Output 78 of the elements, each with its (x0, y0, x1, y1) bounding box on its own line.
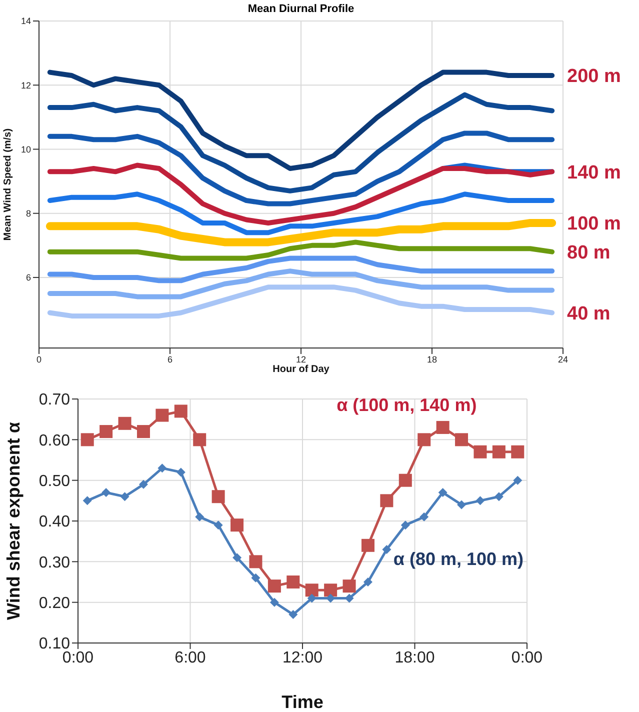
point (305, 584, 318, 597)
x-tick-label: 6:00 (174, 649, 206, 666)
point (158, 464, 167, 473)
point (270, 598, 279, 607)
y-tick-label: 0.60 (38, 432, 70, 450)
point (382, 544, 392, 554)
series-label: α (80 m, 100 m) (393, 549, 524, 570)
y-axis-title: Mean Wind Speed (m/s) (2, 128, 14, 241)
point (193, 433, 206, 446)
point (420, 512, 429, 522)
x-axis-title: Hour of Day (272, 364, 330, 375)
x-tick-label: 0:00 (62, 649, 94, 666)
point (476, 496, 485, 506)
series-label: 80 m (567, 242, 610, 264)
point (455, 433, 468, 446)
point (118, 416, 132, 430)
point (511, 445, 524, 458)
x-tick-label: 24 (558, 354, 568, 364)
point (342, 580, 356, 593)
point (494, 492, 504, 502)
point (251, 573, 260, 582)
y-axis-title: Wind shear exponent α (3, 422, 24, 620)
point (324, 584, 338, 597)
x-tick-label: 0 (36, 354, 42, 364)
x-tick-label: 0:00 (511, 649, 543, 666)
point (398, 474, 412, 487)
point (195, 512, 204, 522)
series-label: α (100 m, 140 m) (336, 395, 477, 415)
point (492, 445, 506, 458)
point (82, 496, 92, 506)
series-label: 200 m (567, 66, 621, 88)
point (418, 433, 431, 446)
point (436, 420, 450, 434)
y-tick-label: 8 (26, 208, 31, 219)
y-tick-label: 6 (26, 272, 31, 283)
point (457, 500, 466, 510)
x-axis-title: Time (282, 692, 324, 712)
series-label: 100 m (567, 214, 621, 235)
y-tick-label: 0.40 (38, 514, 70, 531)
point (230, 518, 244, 532)
point (100, 425, 113, 438)
x-tick-label: 6 (167, 354, 173, 364)
point (380, 494, 394, 508)
x-tick-label: 18 (426, 354, 438, 364)
y-tick-label: 12 (20, 80, 31, 90)
y-tick-label: 0.70 (38, 392, 70, 409)
point (249, 555, 262, 568)
point (138, 480, 148, 489)
y-tick-label: 0.20 (38, 595, 70, 612)
x-tick-label: 12:00 (282, 649, 323, 666)
point (288, 610, 298, 620)
point (438, 488, 448, 498)
series-label: 40 m (567, 303, 610, 324)
point (232, 553, 242, 562)
chart-title: Mean Diurnal Profile (246, 3, 356, 15)
x-tick-label: 12 (296, 354, 306, 364)
point (176, 468, 186, 477)
series-label: 140 m (567, 162, 621, 184)
point (214, 520, 223, 530)
point (174, 404, 188, 418)
point (136, 425, 150, 438)
point (286, 576, 300, 588)
point (400, 520, 410, 530)
y-tick-label: 0.50 (38, 473, 70, 490)
point (361, 538, 374, 552)
point (80, 433, 94, 446)
point (513, 476, 522, 485)
point (474, 445, 487, 458)
point (363, 578, 372, 586)
point (156, 408, 169, 422)
y-tick-label: 10 (20, 144, 31, 154)
x-tick-label: 18:00 (394, 649, 435, 666)
point (212, 490, 225, 504)
point (268, 580, 281, 593)
point (120, 492, 130, 502)
y-tick-label: 14 (20, 16, 31, 26)
point (102, 488, 111, 498)
y-tick-label: 0.30 (38, 554, 70, 572)
